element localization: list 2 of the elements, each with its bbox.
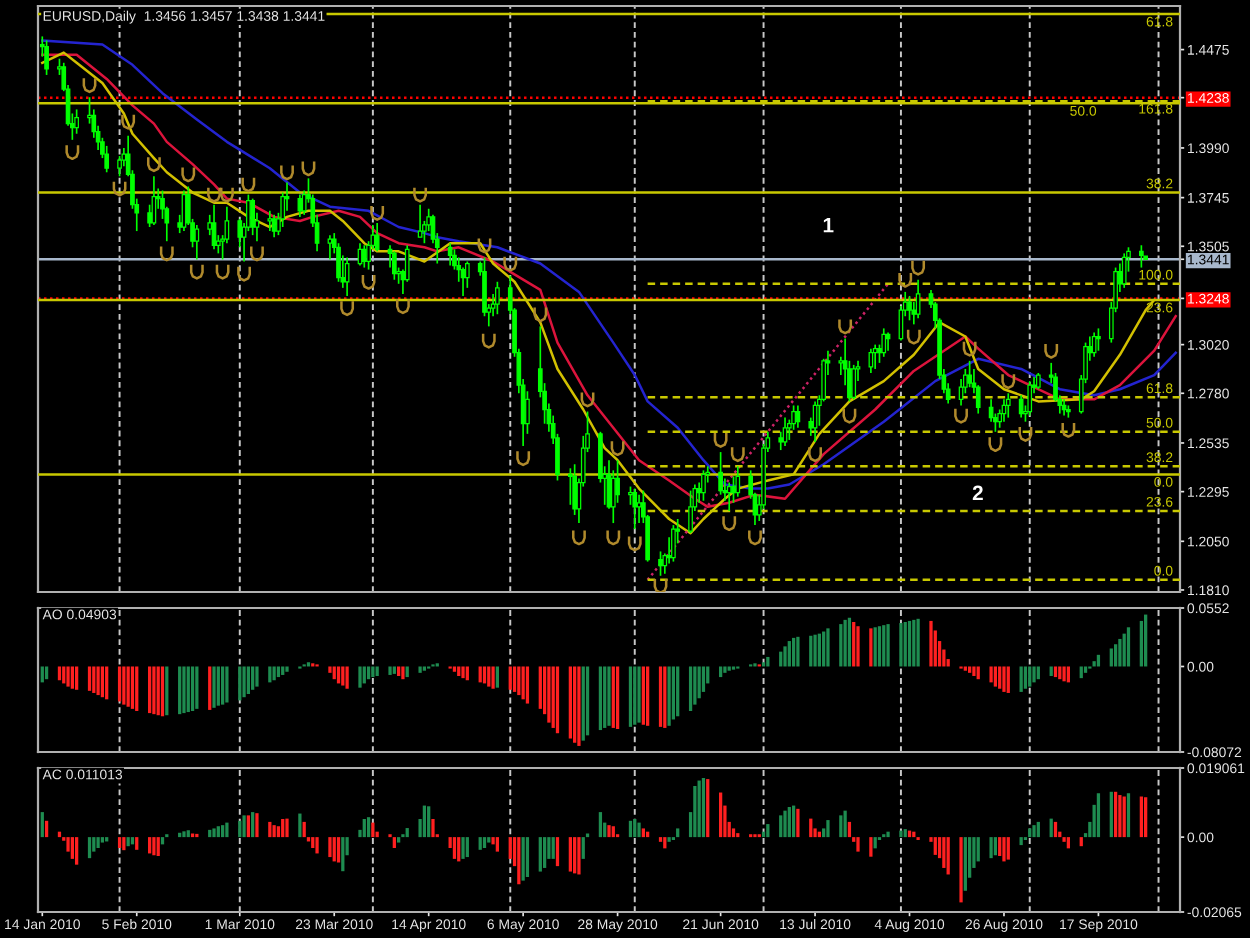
annotation: 1 [823,217,834,233]
annotation: 2 [972,485,983,501]
